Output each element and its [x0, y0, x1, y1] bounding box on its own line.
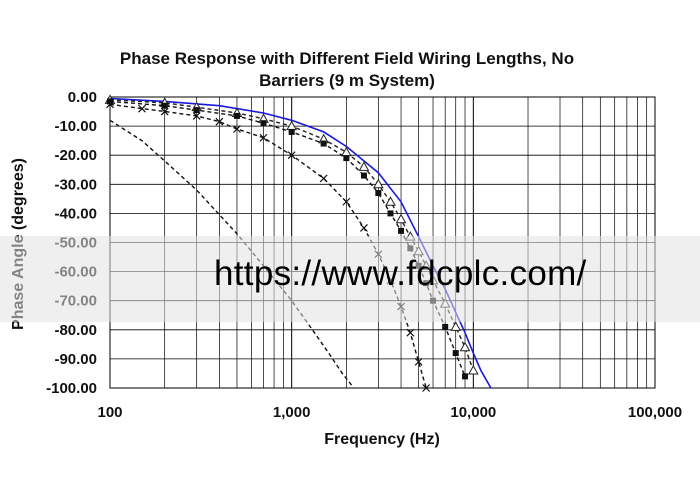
series-4-point — [360, 224, 368, 232]
x-axis-label: Frequency (Hz) — [324, 431, 440, 448]
series-3-point — [320, 140, 327, 147]
series-3-point — [398, 227, 405, 234]
series-3-point — [442, 323, 449, 330]
series-2-point — [358, 161, 370, 171]
y-tick-label: -80.00 — [54, 322, 97, 339]
y-tick-label: -30.00 — [54, 176, 97, 193]
y-tick-label: -100.00 — [46, 380, 97, 397]
watermark-text: https://www.fdcplc.com/ — [214, 254, 587, 293]
series-3-point — [360, 172, 367, 179]
series-4-point — [192, 111, 201, 120]
y-tick-label: -10.00 — [54, 118, 97, 135]
series-3-point — [452, 350, 459, 357]
series-4-point — [422, 384, 431, 392]
series-3-point — [193, 107, 200, 114]
x-tick-label: 10,000 — [450, 404, 496, 421]
series-2-point — [395, 213, 407, 224]
watermark-band — [0, 236, 700, 322]
series-4-point — [106, 100, 114, 109]
y-tick-label: -20.00 — [54, 147, 97, 164]
x-tick-label: 100,000 — [628, 404, 682, 421]
series-3-point — [260, 120, 267, 127]
y-tick-label: 0.00 — [68, 89, 97, 106]
series-2-point — [372, 178, 384, 189]
chart-title-line-2: Barriers (9 m System) — [259, 71, 435, 90]
series-3-point — [107, 98, 113, 105]
series-4-point — [138, 104, 146, 113]
x-tick-label: 100 — [97, 404, 122, 421]
series-4-point — [287, 151, 296, 160]
chart-title-line-1: Phase Response with Different Field Wiri… — [120, 49, 574, 68]
series-4-point — [414, 357, 423, 366]
y-tick-label: -90.00 — [54, 351, 97, 368]
series-4-point — [319, 174, 328, 183]
x-tick-label: 1,000 — [273, 404, 311, 421]
series-2-point — [467, 365, 479, 375]
series-3-point — [288, 128, 295, 135]
series-2-point — [450, 321, 462, 331]
y-tick-label: -40.00 — [54, 205, 97, 222]
x-axis-ticks: 100 1,000 10,000 100,000 — [97, 404, 682, 421]
series-3-point — [343, 155, 350, 162]
series-4-point — [160, 107, 169, 116]
series-3-point — [161, 102, 168, 109]
series-1-line — [109, 97, 492, 389]
series-2-point — [286, 120, 298, 131]
series-4-point — [233, 125, 241, 133]
series-4-point — [259, 133, 268, 142]
series-3-point — [375, 190, 382, 197]
series-2-point — [385, 196, 396, 206]
series-3-point — [387, 210, 394, 217]
series-3-point — [233, 112, 240, 119]
series-4-point — [215, 117, 224, 126]
series-3-point — [462, 373, 469, 380]
series-2-point — [459, 341, 471, 352]
series-4-point — [342, 197, 351, 206]
series-4-point — [406, 328, 415, 337]
